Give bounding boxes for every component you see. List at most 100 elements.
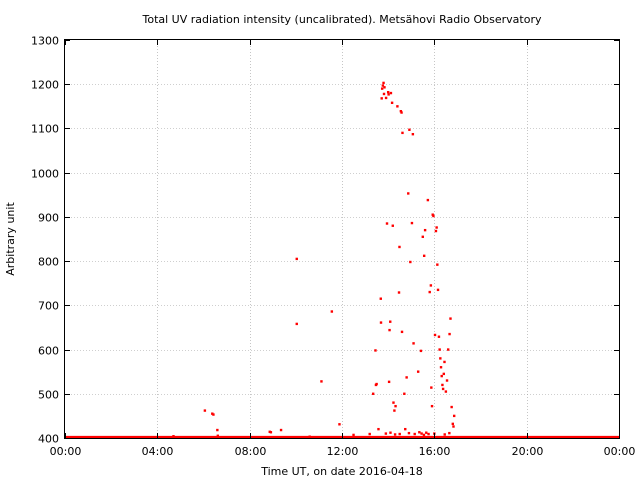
data-point <box>352 433 355 437</box>
data-point <box>203 409 207 412</box>
data-point <box>385 222 389 225</box>
data-point <box>393 433 397 436</box>
data-point <box>436 263 439 266</box>
data-point <box>451 422 454 426</box>
data-point <box>432 214 435 218</box>
data-point <box>405 376 408 379</box>
data-point <box>425 431 428 434</box>
data-point <box>439 357 442 360</box>
data-point <box>380 87 384 90</box>
data-point <box>430 386 433 389</box>
data-point <box>443 433 446 436</box>
data-point <box>172 435 175 438</box>
data-point <box>410 221 414 225</box>
data-point <box>398 245 401 249</box>
data-point <box>392 401 395 404</box>
data-point <box>441 383 444 387</box>
data-point <box>390 101 394 104</box>
data-point <box>393 409 396 412</box>
data-point <box>382 92 386 96</box>
y-tick-label: 1000 <box>31 168 59 181</box>
data-point <box>426 198 430 202</box>
data-point <box>434 229 438 233</box>
data-point <box>422 254 426 258</box>
data-point <box>441 387 445 391</box>
data-point <box>216 428 219 432</box>
data-point <box>423 228 427 232</box>
data-point <box>401 131 404 135</box>
x-tick-label: 00:00 <box>604 445 636 458</box>
data-point <box>400 111 403 114</box>
data-point <box>412 342 415 345</box>
data-point <box>389 320 392 323</box>
data-point <box>320 380 323 383</box>
data-point <box>446 348 450 351</box>
data-point <box>391 224 394 227</box>
data-point <box>433 333 437 337</box>
data-point <box>452 425 455 428</box>
data-point <box>388 328 391 332</box>
data-point <box>380 97 383 100</box>
data-point <box>371 392 375 395</box>
data-point <box>427 432 430 436</box>
data-point <box>397 291 401 294</box>
x-tick-label: 08:00 <box>235 445 267 458</box>
plot-frame <box>64 39 620 439</box>
data-point <box>436 288 440 292</box>
grid-layer <box>65 40 619 438</box>
data-point <box>379 321 383 324</box>
chart-title: Total UV radiation intensity (uncalibrat… <box>142 13 542 26</box>
data-point <box>368 432 371 436</box>
data-point <box>435 226 438 229</box>
data-point <box>409 260 412 264</box>
x-tick-labels: 00:00 04:00 08:00 12:00 16:00 20:00 00:00 <box>50 445 636 458</box>
data-point <box>383 86 386 89</box>
data-point <box>408 128 411 131</box>
data-point <box>413 432 416 436</box>
data-point <box>419 349 423 353</box>
data-point <box>422 433 426 437</box>
data-point <box>398 432 401 436</box>
x-tick-label: 12:00 <box>327 445 359 458</box>
data-point <box>445 379 449 382</box>
data-point <box>421 235 424 238</box>
data-point <box>377 427 380 431</box>
y-tick-label: 400 <box>38 433 59 446</box>
data-point <box>448 332 451 336</box>
data-point <box>396 105 399 108</box>
data-point <box>394 404 397 408</box>
x-axis-label: Time UT, on date 2016-04-18 <box>260 465 423 478</box>
data-point <box>442 372 445 376</box>
data-point <box>418 431 421 434</box>
data-point <box>384 432 388 435</box>
data-point <box>431 213 434 216</box>
data-points <box>172 81 456 438</box>
data-point <box>437 335 441 338</box>
data-point <box>407 431 411 435</box>
data-point <box>448 431 451 435</box>
data-point <box>374 349 377 352</box>
data-point <box>330 310 334 313</box>
data-point <box>411 132 415 136</box>
data-point <box>438 348 441 351</box>
x-tick-label: 20:00 <box>512 445 544 458</box>
data-point <box>452 414 456 418</box>
data-point <box>279 428 283 432</box>
data-point <box>381 84 385 87</box>
y-tick-label: 900 <box>38 212 59 225</box>
data-point <box>389 431 392 434</box>
data-point <box>387 93 390 96</box>
data-point <box>429 284 433 287</box>
y-tick-label: 1300 <box>31 35 59 48</box>
data-point <box>420 432 423 435</box>
data-point <box>449 317 452 320</box>
data-point <box>212 413 215 416</box>
y-tick-label: 600 <box>38 345 59 358</box>
data-point <box>416 370 420 373</box>
data-point <box>295 322 298 326</box>
data-point <box>399 109 403 113</box>
data-point <box>443 360 446 364</box>
data-point <box>450 405 453 409</box>
data-point <box>440 374 443 378</box>
